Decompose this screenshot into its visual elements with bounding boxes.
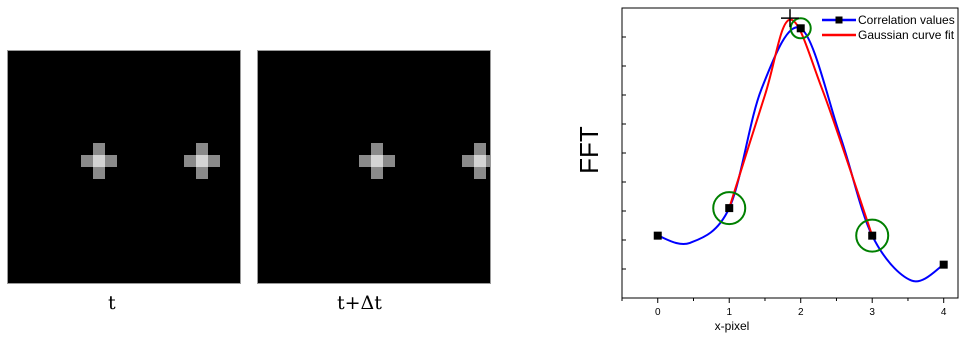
correlation-line — [657, 26, 945, 283]
x-tick-label: 3 — [869, 307, 875, 318]
data-point-marker — [796, 24, 805, 33]
legend: Correlation values Gaussian curve fit — [822, 13, 955, 42]
peak-cross — [781, 9, 799, 28]
fit-circle — [712, 191, 747, 226]
legend-correlation-label: Correlation values — [858, 13, 955, 27]
spot-2-pixel — [474, 143, 486, 155]
data-point-marker — [653, 231, 662, 240]
frame-t — [7, 50, 241, 284]
fit-circle — [855, 218, 890, 253]
fit-circle — [789, 17, 812, 40]
spot-2-pixel — [208, 155, 220, 167]
x-tick-label: 2 — [798, 307, 804, 318]
plot-frame — [621, 7, 959, 299]
plot-axes — [621, 7, 959, 303]
spot-2-pixel — [474, 167, 486, 179]
frame-t-plus-dt-label: t+Δt — [337, 292, 382, 314]
spot-1-pixel — [371, 155, 383, 167]
data-point-marker — [725, 204, 734, 213]
spot-2-pixel — [486, 155, 490, 167]
spot-2-pixel — [184, 155, 196, 167]
frame-t-label: t — [108, 292, 116, 314]
x-tick-label: 4 — [941, 307, 947, 318]
spot-2-pixel — [196, 155, 208, 167]
spot-1-pixel — [383, 155, 395, 167]
fit-point-circles — [712, 17, 890, 253]
spot-1-pixel — [81, 155, 93, 167]
spot-1-pixel — [371, 167, 383, 179]
spot-1-pixel — [105, 155, 117, 167]
data-point-marker — [868, 231, 877, 240]
x-tick-labels: 0 1 2 3 4 — [655, 307, 947, 318]
spot-2-pixel — [474, 155, 486, 167]
legend-gaussian-label: Gaussian curve fit — [858, 28, 955, 42]
spot-1-pixel — [359, 155, 371, 167]
x-axis-label: x-pixel — [715, 319, 750, 333]
data-point-marker — [939, 260, 948, 269]
spot-2-pixel — [196, 143, 208, 155]
spot-1-pixel — [93, 167, 105, 179]
y-axis-label: FFT — [574, 126, 604, 174]
correlation-markers — [653, 24, 948, 269]
correlation-plot: 0 1 2 3 4 x-pixel FFT Correlation values Gau… — [574, 7, 959, 333]
spot-2-pixel — [196, 167, 208, 179]
correlation-curve — [657, 26, 945, 283]
x-tick-label: 1 — [726, 307, 732, 318]
frame-t-plus-dt — [257, 50, 491, 284]
spot-1-pixel — [371, 143, 383, 155]
x-tick-label: 0 — [655, 307, 661, 318]
spot-2-pixel — [462, 155, 474, 167]
spot-1-pixel — [93, 155, 105, 167]
spot-1-pixel — [93, 143, 105, 155]
